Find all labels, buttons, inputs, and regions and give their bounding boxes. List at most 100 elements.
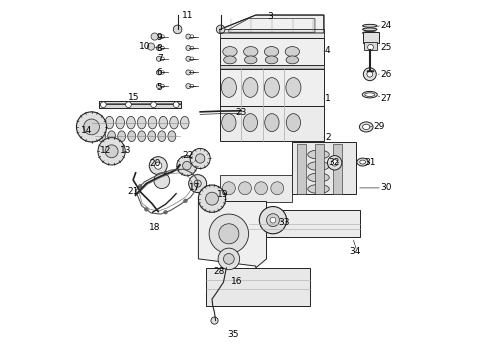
Text: 20: 20 — [149, 159, 160, 168]
Circle shape — [267, 214, 279, 226]
Text: 35: 35 — [228, 330, 239, 339]
Circle shape — [145, 208, 148, 211]
Circle shape — [156, 56, 161, 61]
Bar — [297, 144, 306, 194]
Circle shape — [186, 45, 191, 50]
Ellipse shape — [286, 78, 301, 97]
Circle shape — [161, 84, 164, 88]
Bar — [363, 32, 379, 43]
Circle shape — [190, 71, 194, 74]
Text: 17: 17 — [189, 183, 200, 192]
Ellipse shape — [126, 116, 135, 129]
Text: 29: 29 — [373, 122, 385, 131]
Circle shape — [105, 145, 118, 158]
Text: 8: 8 — [157, 44, 163, 53]
Circle shape — [239, 182, 251, 195]
Ellipse shape — [308, 173, 329, 182]
Circle shape — [161, 46, 164, 50]
Ellipse shape — [244, 46, 258, 57]
Ellipse shape — [265, 46, 279, 57]
Text: 28: 28 — [214, 267, 225, 276]
Text: 19: 19 — [217, 190, 228, 199]
Ellipse shape — [363, 124, 370, 130]
Circle shape — [222, 182, 235, 195]
Text: 2: 2 — [325, 133, 331, 142]
Ellipse shape — [365, 93, 375, 96]
Circle shape — [156, 70, 161, 75]
Ellipse shape — [138, 131, 146, 141]
Text: 15: 15 — [128, 93, 140, 102]
Ellipse shape — [363, 28, 377, 31]
Ellipse shape — [308, 184, 329, 193]
Ellipse shape — [363, 24, 377, 27]
Circle shape — [211, 317, 218, 324]
Circle shape — [177, 156, 197, 176]
Text: 32: 32 — [328, 158, 340, 167]
Ellipse shape — [223, 56, 236, 64]
Text: 11: 11 — [182, 10, 194, 19]
Ellipse shape — [245, 56, 257, 64]
Circle shape — [147, 43, 155, 50]
Text: 1: 1 — [325, 94, 331, 103]
Circle shape — [190, 84, 194, 88]
Circle shape — [198, 185, 225, 212]
Circle shape — [368, 44, 373, 50]
Bar — [364, 42, 377, 50]
Ellipse shape — [308, 162, 329, 171]
Circle shape — [100, 102, 106, 108]
Ellipse shape — [221, 78, 236, 97]
Circle shape — [255, 182, 268, 195]
Ellipse shape — [243, 78, 258, 97]
Text: 5: 5 — [157, 83, 163, 92]
Circle shape — [196, 154, 205, 163]
Circle shape — [331, 159, 338, 166]
Ellipse shape — [243, 114, 258, 132]
Text: 16: 16 — [231, 276, 243, 285]
Circle shape — [84, 119, 99, 135]
Ellipse shape — [98, 131, 105, 141]
Ellipse shape — [168, 131, 176, 141]
Bar — [220, 30, 324, 39]
Ellipse shape — [137, 116, 146, 129]
Circle shape — [196, 183, 199, 186]
Circle shape — [173, 102, 179, 108]
Ellipse shape — [265, 78, 279, 97]
Ellipse shape — [148, 116, 157, 129]
Text: 13: 13 — [120, 146, 132, 155]
Circle shape — [190, 46, 194, 50]
Text: 21: 21 — [127, 187, 139, 196]
Ellipse shape — [118, 131, 125, 141]
Circle shape — [163, 171, 167, 174]
Text: 31: 31 — [364, 158, 375, 167]
Circle shape — [186, 34, 191, 39]
Text: 24: 24 — [381, 21, 392, 30]
Ellipse shape — [105, 116, 114, 129]
Circle shape — [270, 217, 276, 223]
Circle shape — [194, 180, 201, 187]
Ellipse shape — [148, 131, 156, 141]
Circle shape — [149, 157, 167, 175]
Ellipse shape — [363, 32, 377, 35]
Circle shape — [76, 112, 107, 142]
Circle shape — [151, 102, 156, 108]
Circle shape — [151, 33, 158, 40]
Circle shape — [173, 25, 182, 34]
Text: 3: 3 — [267, 12, 273, 21]
Text: 27: 27 — [381, 94, 392, 103]
Text: 26: 26 — [381, 70, 392, 79]
Bar — [333, 144, 342, 194]
Bar — [220, 64, 324, 69]
Circle shape — [219, 224, 239, 244]
Ellipse shape — [223, 46, 237, 57]
Ellipse shape — [116, 116, 124, 129]
Circle shape — [187, 170, 190, 173]
Bar — [292, 142, 356, 194]
Text: 4: 4 — [325, 46, 331, 55]
Circle shape — [156, 34, 161, 39]
Circle shape — [183, 161, 191, 170]
Text: 18: 18 — [149, 223, 160, 232]
Circle shape — [154, 173, 170, 189]
Circle shape — [190, 57, 194, 60]
Circle shape — [259, 207, 287, 234]
Circle shape — [161, 71, 164, 74]
